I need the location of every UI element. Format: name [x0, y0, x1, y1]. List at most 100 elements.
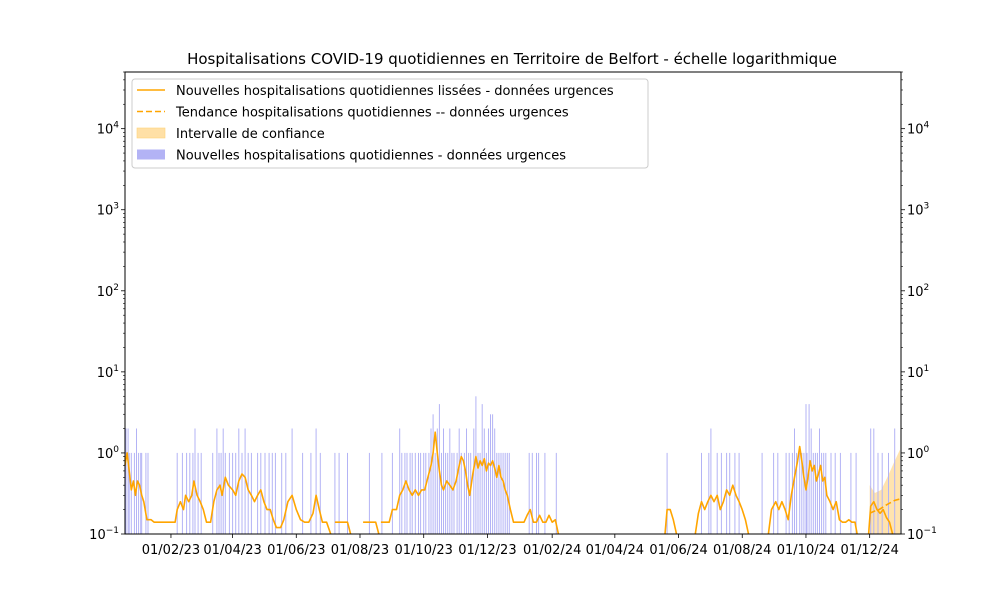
daily-bar: [315, 428, 317, 534]
daily-bar: [232, 452, 234, 534]
daily-bar: [458, 428, 460, 534]
daily-bar: [481, 404, 483, 534]
daily-bar: [414, 452, 416, 534]
daily-bar: [777, 452, 779, 534]
daily-bar: [334, 452, 336, 534]
daily-bar: [391, 452, 393, 534]
daily-bar: [136, 428, 137, 534]
daily-bar: [447, 452, 449, 534]
daily-bar: [799, 452, 801, 534]
legend: Nouvelles hospitalisations quotidiennes …: [131, 78, 649, 169]
daily-bar: [463, 452, 465, 534]
daily-bar: [538, 452, 540, 534]
daily-bar: [291, 428, 293, 534]
daily-bar: [819, 428, 820, 534]
daily-bar: [381, 452, 383, 534]
x-tick-label: 01/06/23: [267, 543, 325, 558]
daily-bar: [830, 452, 832, 534]
daily-bar: [145, 452, 147, 534]
daily-bar: [773, 452, 775, 534]
daily-bar: [130, 452, 132, 534]
daily-bar: [821, 452, 823, 534]
x-tick-label: 01/04/23: [203, 543, 261, 558]
daily-bar: [423, 452, 425, 534]
daily-bar: [726, 452, 728, 534]
daily-bar: [432, 414, 434, 534]
daily-bar: [816, 452, 818, 534]
daily-bar: [406, 452, 408, 534]
daily-bar: [186, 452, 188, 534]
daily-bar: [449, 428, 451, 534]
daily-bar: [425, 452, 427, 534]
legend-item: Nouvelles hospitalisations quotidiennes …: [137, 149, 566, 164]
daily-bar: [147, 452, 149, 534]
smoothed-line-segment: [694, 484, 750, 535]
daily-bar: [839, 452, 841, 534]
daily-bar: [494, 428, 496, 534]
daily-bar: [319, 452, 321, 534]
legend-item: Tendance hospitalisations quotidiennes -…: [137, 106, 569, 121]
daily-bar: [241, 452, 243, 534]
daily-bar: [247, 452, 249, 534]
trend-line: [869, 498, 901, 515]
daily-bar: [801, 452, 803, 534]
x-tick-label: 01/08/23: [331, 543, 389, 558]
daily-bar: [814, 452, 816, 534]
y-tick-label: 102: [97, 283, 119, 300]
smoothed-line-layer: [124, 431, 894, 535]
smoothed-line-segment: [867, 500, 894, 535]
daily-bar: [502, 452, 504, 534]
daily-bar: [812, 452, 814, 534]
y-tick-label-right: 10−1: [907, 526, 937, 543]
daily-bar: [716, 452, 718, 534]
daily-bar: [436, 428, 438, 534]
legend-label: Intervalle de confiance: [176, 127, 325, 142]
legend-item: Nouvelles hospitalisations quotidiennes …: [137, 84, 614, 99]
legend-item: Intervalle de confiance: [136, 127, 325, 142]
daily-bar: [479, 452, 481, 534]
daily-bar: [451, 452, 453, 534]
daily-bar: [894, 428, 896, 534]
daily-bar: [531, 452, 533, 534]
x-tick-label: 01/10/23: [395, 543, 453, 558]
daily-bar: [877, 452, 879, 534]
daily-bar: [445, 452, 447, 534]
x-axis-ticks: 01/02/23 01/04/23 01/06/23 01/08/23 01/10/23…: [142, 534, 899, 558]
x-tick-label: 01/04/24: [586, 543, 644, 558]
daily-bar: [496, 452, 498, 534]
daily-bar: [850, 452, 852, 534]
y-tick-label: 101: [97, 364, 119, 381]
daily-bar: [285, 452, 287, 534]
daily-bar: [834, 452, 836, 534]
daily-bar: [418, 452, 419, 534]
daily-bar: [228, 452, 230, 534]
daily-bar: [434, 452, 436, 534]
legend-box: [131, 78, 649, 169]
daily-bar: [475, 396, 477, 534]
daily-bar: [490, 414, 491, 534]
daily-bar: [555, 452, 557, 534]
y-axis-ticks: 10−1 10−1 100 100 101 101 102 102 103 103 104 104: [89, 71, 937, 543]
daily-bar: [701, 452, 702, 534]
y-tick-label: 10−1: [89, 526, 119, 543]
daily-bar: [456, 452, 458, 534]
daily-bar: [260, 452, 262, 534]
daily-bar: [666, 452, 668, 534]
daily-bar: [271, 452, 273, 534]
y-tick-label-right: 102: [907, 283, 929, 300]
daily-bar: [181, 452, 183, 534]
daily-bar: [218, 452, 220, 534]
daily-bar: [508, 452, 510, 534]
smoothed-line-segment: [124, 452, 332, 535]
daily-bar: [460, 452, 462, 534]
daily-bar: [189, 452, 191, 534]
legend-label: Tendance hospitalisations quotidiennes -…: [175, 106, 569, 121]
daily-bar: [453, 452, 455, 534]
daily-bar: [310, 452, 312, 534]
daily-bar: [720, 452, 722, 534]
x-tick-label: 01/06/24: [649, 543, 707, 558]
daily-bar: [302, 452, 304, 534]
daily-bar: [347, 452, 348, 534]
daily-bar: [420, 452, 422, 534]
x-tick-label: 01/02/23: [142, 543, 200, 558]
